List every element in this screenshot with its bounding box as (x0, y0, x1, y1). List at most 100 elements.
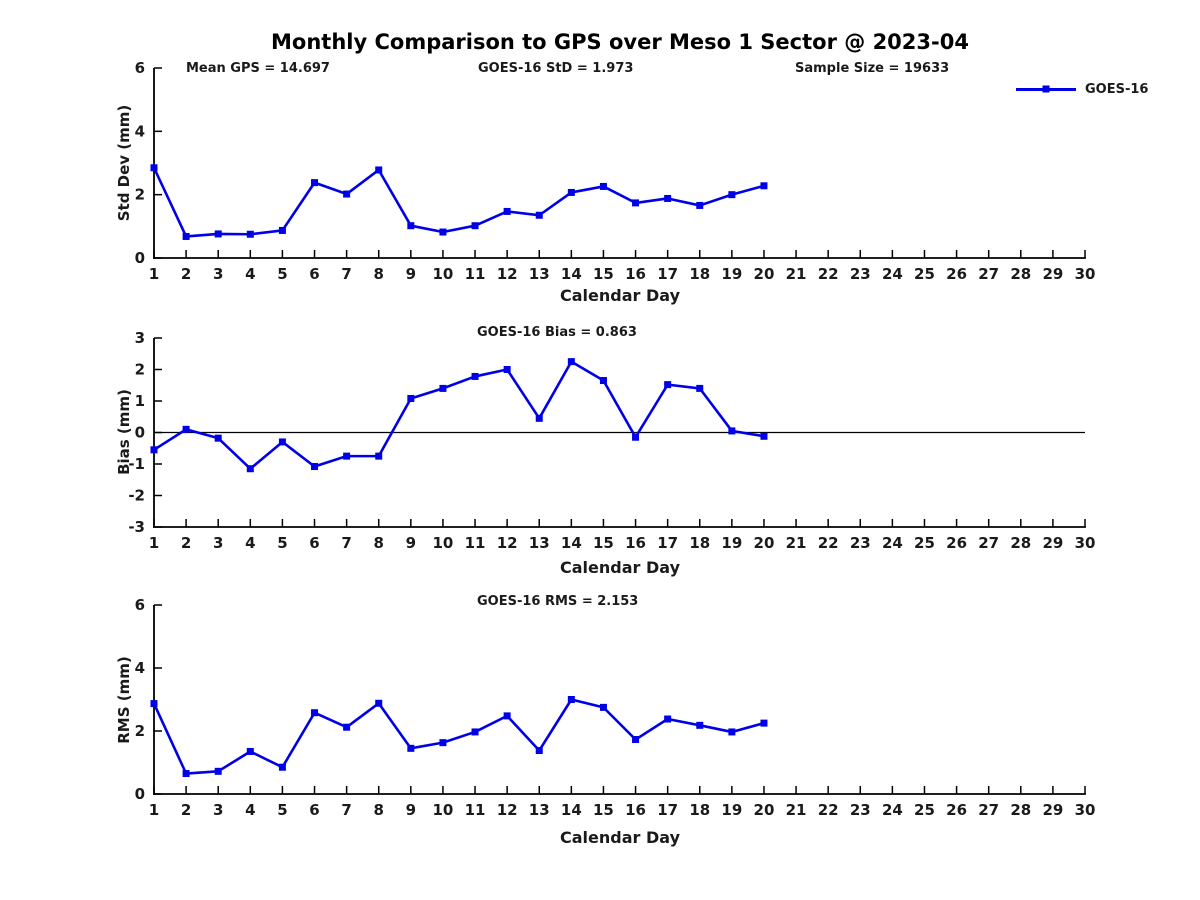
svg-text:1: 1 (149, 534, 159, 552)
svg-text:17: 17 (657, 265, 678, 283)
svg-text:7: 7 (341, 265, 351, 283)
svg-text:6: 6 (309, 265, 319, 283)
svg-text:0: 0 (135, 785, 145, 803)
svg-text:8: 8 (374, 534, 384, 552)
svg-text:2: 2 (135, 361, 145, 379)
svg-text:6: 6 (309, 534, 319, 552)
svg-text:5: 5 (277, 801, 287, 819)
svg-text:24: 24 (882, 534, 903, 552)
svg-text:1: 1 (149, 265, 159, 283)
legend-label: GOES-16 (1085, 81, 1149, 97)
svg-text:5: 5 (277, 534, 287, 552)
svg-text:22: 22 (818, 534, 839, 552)
svg-text:22: 22 (818, 801, 839, 819)
svg-text:3: 3 (135, 329, 145, 347)
svg-text:13: 13 (529, 801, 550, 819)
svg-text:14: 14 (561, 534, 582, 552)
svg-text:-3: -3 (128, 518, 145, 536)
svg-text:8: 8 (374, 265, 384, 283)
svg-text:3: 3 (213, 801, 223, 819)
svg-text:21: 21 (786, 801, 807, 819)
annotation-goes16-std: GOES-16 StD = 1.973 (478, 61, 634, 76)
svg-text:1: 1 (149, 801, 159, 819)
svg-text:16: 16 (625, 265, 646, 283)
svg-text:25: 25 (914, 801, 935, 819)
svg-text:2: 2 (135, 186, 145, 204)
svg-text:2: 2 (181, 801, 191, 819)
svg-text:19: 19 (721, 265, 742, 283)
svg-text:16: 16 (625, 801, 646, 819)
svg-text:21: 21 (786, 265, 807, 283)
annotation-sample-size: Sample Size = 19633 (795, 61, 950, 76)
svg-text:6: 6 (309, 801, 319, 819)
svg-text:-2: -2 (128, 487, 145, 505)
svg-text:12: 12 (497, 801, 518, 819)
svg-text:18: 18 (689, 534, 710, 552)
svg-text:4: 4 (245, 265, 255, 283)
svg-text:17: 17 (657, 534, 678, 552)
svg-text:27: 27 (978, 801, 999, 819)
y-axis-label-bias: Bias (mm) (115, 389, 133, 475)
svg-text:4: 4 (245, 534, 255, 552)
svg-text:23: 23 (850, 265, 871, 283)
svg-text:24: 24 (882, 265, 903, 283)
svg-text:19: 19 (721, 801, 742, 819)
annotation-mean-gps: Mean GPS = 14.697 (186, 61, 330, 76)
svg-text:1: 1 (135, 392, 145, 410)
svg-text:9: 9 (406, 801, 416, 819)
svg-text:9: 9 (406, 534, 416, 552)
svg-text:14: 14 (561, 801, 582, 819)
x-axis-label-std-dev: Calendar Day (560, 286, 680, 305)
svg-text:7: 7 (341, 534, 351, 552)
svg-text:4: 4 (135, 122, 145, 140)
svg-text:17: 17 (657, 801, 678, 819)
svg-text:27: 27 (978, 265, 999, 283)
svg-text:6: 6 (135, 596, 145, 614)
svg-text:25: 25 (914, 265, 935, 283)
svg-text:15: 15 (593, 265, 614, 283)
svg-text:8: 8 (374, 801, 384, 819)
svg-text:15: 15 (593, 534, 614, 552)
svg-text:20: 20 (754, 534, 775, 552)
svg-text:27: 27 (978, 534, 999, 552)
svg-text:2: 2 (181, 534, 191, 552)
y-axis-label-rms: RMS (mm) (115, 656, 133, 744)
svg-text:19: 19 (721, 534, 742, 552)
svg-text:3: 3 (213, 265, 223, 283)
x-axis-label-bias: Calendar Day (560, 558, 680, 577)
svg-text:10: 10 (432, 265, 453, 283)
svg-text:11: 11 (465, 534, 486, 552)
svg-text:7: 7 (341, 801, 351, 819)
legend-line-sample (1016, 85, 1076, 93)
y-axis-label-std-dev: Std Dev (mm) (115, 104, 133, 222)
svg-text:26: 26 (946, 801, 967, 819)
svg-text:16: 16 (625, 534, 646, 552)
svg-text:21: 21 (786, 534, 807, 552)
svg-text:2: 2 (135, 722, 145, 740)
svg-text:0: 0 (135, 424, 145, 442)
subplot-title-bias: GOES-16 Bias = 0.863 (477, 325, 637, 340)
legend-square-marker-icon (1042, 85, 1050, 93)
svg-text:25: 25 (914, 534, 935, 552)
svg-text:29: 29 (1042, 801, 1063, 819)
svg-text:22: 22 (818, 265, 839, 283)
svg-text:4: 4 (135, 659, 145, 677)
legend: GOES-16 (1016, 81, 1148, 97)
svg-text:28: 28 (1010, 801, 1031, 819)
svg-text:9: 9 (406, 265, 416, 283)
svg-text:11: 11 (465, 265, 486, 283)
svg-text:20: 20 (754, 801, 775, 819)
svg-text:13: 13 (529, 534, 550, 552)
svg-text:20: 20 (754, 265, 775, 283)
svg-text:3: 3 (213, 534, 223, 552)
svg-text:28: 28 (1010, 534, 1031, 552)
svg-text:26: 26 (946, 534, 967, 552)
svg-text:12: 12 (497, 534, 518, 552)
x-axis-label-rms: Calendar Day (560, 828, 680, 847)
svg-text:10: 10 (432, 534, 453, 552)
svg-text:23: 23 (850, 801, 871, 819)
svg-text:12: 12 (497, 265, 518, 283)
svg-text:10: 10 (432, 801, 453, 819)
